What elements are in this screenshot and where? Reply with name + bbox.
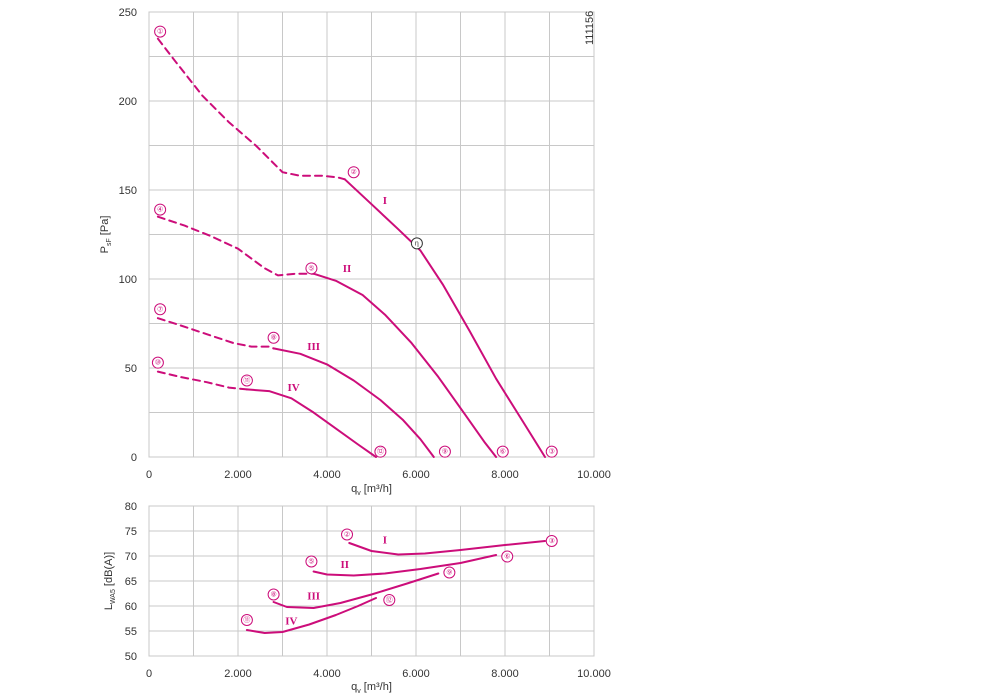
sound-curve-III <box>272 572 440 609</box>
y-tick-label: 250 <box>119 7 137 19</box>
marker-label: ⑥ <box>504 553 510 561</box>
y-tick-label: 0 <box>131 452 137 464</box>
sound-curve-label-I: I <box>383 535 387 547</box>
y-tick-label: 150 <box>119 185 137 197</box>
circled-number-marker: ⑧ <box>267 588 280 601</box>
marker-label: ② <box>351 168 357 176</box>
marker-label: ① <box>157 28 163 36</box>
circled-number-marker: ⑫ <box>383 594 396 606</box>
circled-number-marker: ⑨ <box>443 566 456 579</box>
marker-label: ⑤ <box>308 264 314 272</box>
marker-label: ③ <box>549 448 555 456</box>
sound-x-axis-label: qv [m³/h] <box>351 681 392 695</box>
marker-label: ⑧ <box>270 334 276 342</box>
circled-number-marker: ⑤ <box>305 555 318 568</box>
pressure-grid <box>148 11 595 458</box>
y-tick-label: 100 <box>119 274 137 286</box>
x-tick-label: 2.000 <box>224 469 252 481</box>
y-tick-label: 80 <box>125 501 137 513</box>
marker-label: ⑨ <box>446 569 452 577</box>
x-tick-label: 2.000 <box>224 668 252 680</box>
x-tick-label: 8.000 <box>491 469 519 481</box>
x-tick-label: 0 <box>146 469 152 481</box>
efficiency-optimum-marker: η <box>410 237 423 250</box>
marker-label: ⑪ <box>243 376 250 384</box>
x-tick-label: 0 <box>146 668 152 680</box>
marker-label: ② <box>344 531 350 539</box>
sound-curve-label-III: III <box>307 591 320 603</box>
sound-y-axis-label: LWA5 [dB(A)] <box>103 552 117 610</box>
circled-number-marker: ⑨ <box>438 445 451 458</box>
circled-number-marker: ⑧ <box>267 331 280 344</box>
marker-label: ⑫ <box>386 596 393 604</box>
circled-number-marker: ⑦ <box>154 303 167 316</box>
pressure-curve-label-IV: IV <box>288 382 300 394</box>
y-tick-label: 65 <box>125 576 137 588</box>
circled-number-marker: ② <box>341 528 354 541</box>
circled-number-marker: ⑩ <box>151 356 164 369</box>
marker-label: ⑫ <box>377 448 384 456</box>
pressure-plot-frame <box>148 11 595 458</box>
circled-number-marker: ⑥ <box>496 445 509 458</box>
optimum-label: η <box>415 240 419 247</box>
circled-number-marker: ⑥ <box>501 550 514 563</box>
x-tick-label: 4.000 <box>313 668 341 680</box>
circled-number-marker: ③ <box>545 445 558 458</box>
circled-number-marker: ④ <box>154 203 167 216</box>
x-tick-label: 4.000 <box>313 469 341 481</box>
y-tick-label: 60 <box>125 601 137 613</box>
pressure-curve-II-dashed <box>156 215 315 277</box>
circled-number-marker: ⑤ <box>305 262 318 275</box>
marker-label: ⑩ <box>155 359 161 367</box>
sound-curve-IV <box>245 597 377 634</box>
x-tick-label: 6.000 <box>402 668 430 680</box>
circled-number-marker: ① <box>154 25 167 38</box>
circled-number-marker: ⑫ <box>374 445 387 458</box>
pressure-x-axis-label: qv [m³/h] <box>351 483 392 497</box>
pressure-curve-IV-dashed <box>156 370 248 391</box>
pressure-curve-III <box>272 347 435 458</box>
pressure-y-axis-label: PsF [Pa] <box>99 216 113 254</box>
marker-label: ③ <box>549 537 555 545</box>
y-tick-label: 55 <box>125 626 137 638</box>
y-tick-label: 50 <box>125 651 137 663</box>
marker-label: ⑦ <box>157 305 163 313</box>
sound-curve-II <box>312 554 498 577</box>
pressure-curve-IV <box>245 388 377 458</box>
pressure-curve-II <box>312 272 498 458</box>
circled-number-marker: ⑪ <box>240 614 253 626</box>
marker-label: ⑤ <box>308 558 314 566</box>
pressure-curve-I-dashed <box>156 37 346 181</box>
sound-chart: 0 2.000 4.000 6.000 8.000 10.000 50 55 60 65 70 75 8… <box>103 501 611 695</box>
x-tick-label: 10.000 <box>577 469 611 481</box>
sound-curve-I <box>348 540 546 556</box>
sound-curve-label-II: II <box>341 559 350 571</box>
circled-number-marker: ② <box>347 166 360 179</box>
marker-label: ⑪ <box>243 616 250 624</box>
marker-label: ⑨ <box>442 448 448 456</box>
drawing-number: 111156 <box>584 11 596 45</box>
circled-number-marker: ③ <box>545 535 558 547</box>
y-tick-label: 200 <box>119 96 137 108</box>
y-tick-label: 75 <box>125 526 137 538</box>
x-tick-label: 6.000 <box>402 469 430 481</box>
pressure-curve-label-I: I <box>383 195 387 207</box>
sound-plot-frame <box>148 505 595 657</box>
pressure-curve-label-III: III <box>307 341 320 353</box>
pressure-curve-I <box>343 178 546 458</box>
pressure-chart: 0 2.000 4.000 6.000 8.000 10.000 0 50 100 150 200 2… <box>99 7 611 497</box>
pressure-curve-III-dashed <box>156 317 275 350</box>
y-tick-label: 70 <box>125 551 137 563</box>
marker-label: ④ <box>157 206 163 214</box>
marker-label: ⑧ <box>270 591 276 599</box>
x-tick-label: 8.000 <box>491 668 519 680</box>
x-tick-label: 10.000 <box>577 668 611 680</box>
sound-grid <box>148 505 595 657</box>
circled-number-marker: ⑪ <box>240 374 253 387</box>
sound-curve-label-IV: IV <box>285 616 297 628</box>
marker-label: ⑥ <box>500 448 506 456</box>
pressure-curve-label-II: II <box>343 263 352 275</box>
y-tick-label: 50 <box>125 363 137 375</box>
